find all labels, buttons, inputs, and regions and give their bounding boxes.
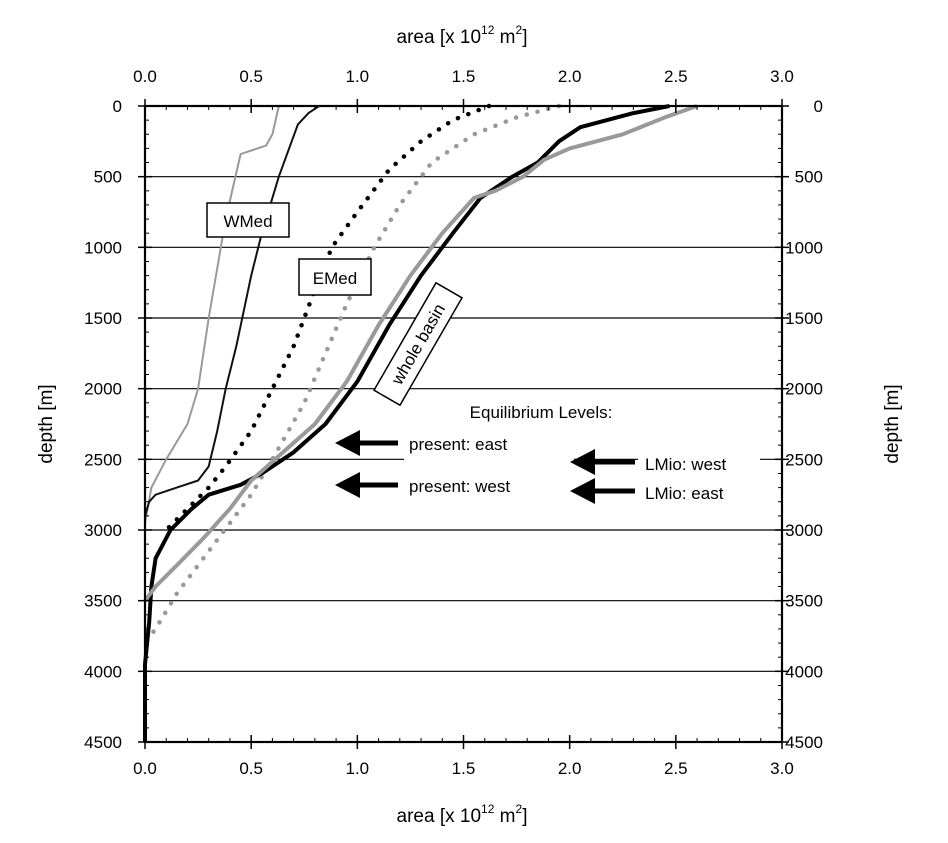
y-tick-label-right: 3500 [785, 592, 823, 611]
arrow-present-west [335, 472, 398, 498]
axis-ticks [138, 99, 789, 749]
series-lines [142, 103, 698, 742]
lmio-west-label: LMio: west [645, 455, 727, 474]
y-tick-label-right: 4500 [785, 733, 823, 752]
emed-label: EMed [298, 258, 372, 296]
equilibrium-title: Equilibrium Levels: [470, 403, 613, 422]
y-tick-label-left: 4000 [84, 662, 122, 681]
plot-frame [143, 104, 784, 744]
top-axis-label: area [x 1012 m2] [397, 23, 528, 48]
y-tick-label-left: 4500 [84, 733, 122, 752]
y-tick-label-left: 2000 [84, 380, 122, 399]
tick-labels: 0.0 0.0 0.5 0.5 1.0 1.0 1.5 1.5 2.0 2.0 2.5 2.5 3.0 3… [84, 67, 823, 778]
y-tick-label-right: 1500 [785, 309, 823, 328]
x-tick-label-top: 0.0 [133, 67, 157, 86]
lmio-west-bg [638, 452, 760, 472]
x-tick-label-bottom: 1.5 [452, 759, 476, 778]
x-tick-label-bottom: 3.0 [770, 759, 794, 778]
x-tick-label-bottom: 0.5 [239, 759, 263, 778]
svg-text:EMed: EMed [313, 269, 357, 288]
present-west-label: present: west [409, 477, 510, 496]
right-axis-label: depth [m] [882, 384, 903, 463]
y-tick-label-left: 2500 [84, 450, 122, 469]
arrow-lmio-east [570, 478, 635, 504]
lmio-east-label: LMio: east [645, 484, 724, 503]
present-east-label: present: east [409, 435, 508, 454]
wmed-label: WMed [206, 202, 290, 238]
y-tick-label-left: 1500 [84, 309, 122, 328]
y-tick-label-left: 3000 [84, 521, 122, 540]
y-tick-label-right: 4000 [785, 662, 823, 681]
bottom-axis-label: area [x 1012 m2] [397, 802, 528, 827]
x-tick-label-top: 1.5 [452, 67, 476, 86]
x-tick-label-top: 0.5 [239, 67, 263, 86]
annotation-gap [404, 455, 574, 465]
series-line [144, 105, 280, 524]
arrow-present-east [335, 430, 398, 456]
x-tick-label-top: 2.5 [664, 67, 688, 86]
y-tick-label-left: 3500 [84, 592, 122, 611]
series-line [143, 104, 670, 742]
x-tick-label-bottom: 2.0 [558, 759, 582, 778]
y-tick-label-left: 0 [113, 97, 122, 116]
y-tick-label-right: 0 [814, 97, 823, 116]
whole-basin-label: whole basin [372, 281, 464, 407]
y-tick-label-right: 1000 [785, 238, 823, 257]
x-tick-label-top: 1.0 [346, 67, 370, 86]
x-tick-label-bottom: 0.0 [133, 759, 157, 778]
left-axis-label: depth [m] [36, 384, 57, 463]
y-tick-label-right: 2500 [785, 450, 823, 469]
y-tick-label-right: 3000 [785, 521, 823, 540]
gridlines [145, 176, 782, 672]
x-tick-label-top: 2.0 [558, 67, 582, 86]
x-tick-label-bottom: 2.5 [664, 759, 688, 778]
y-tick-label-right: 2000 [785, 380, 823, 399]
x-tick-label-bottom: 1.0 [346, 759, 370, 778]
svg-text:WMed: WMed [223, 212, 272, 231]
y-tick-label-left: 500 [94, 168, 122, 187]
series-line [144, 105, 320, 517]
series-line [143, 104, 698, 602]
arrow-lmio-west [570, 449, 635, 475]
x-tick-label-top: 3.0 [770, 67, 794, 86]
y-tick-label-left: 1000 [84, 238, 122, 257]
y-tick-label-right: 500 [795, 168, 823, 187]
